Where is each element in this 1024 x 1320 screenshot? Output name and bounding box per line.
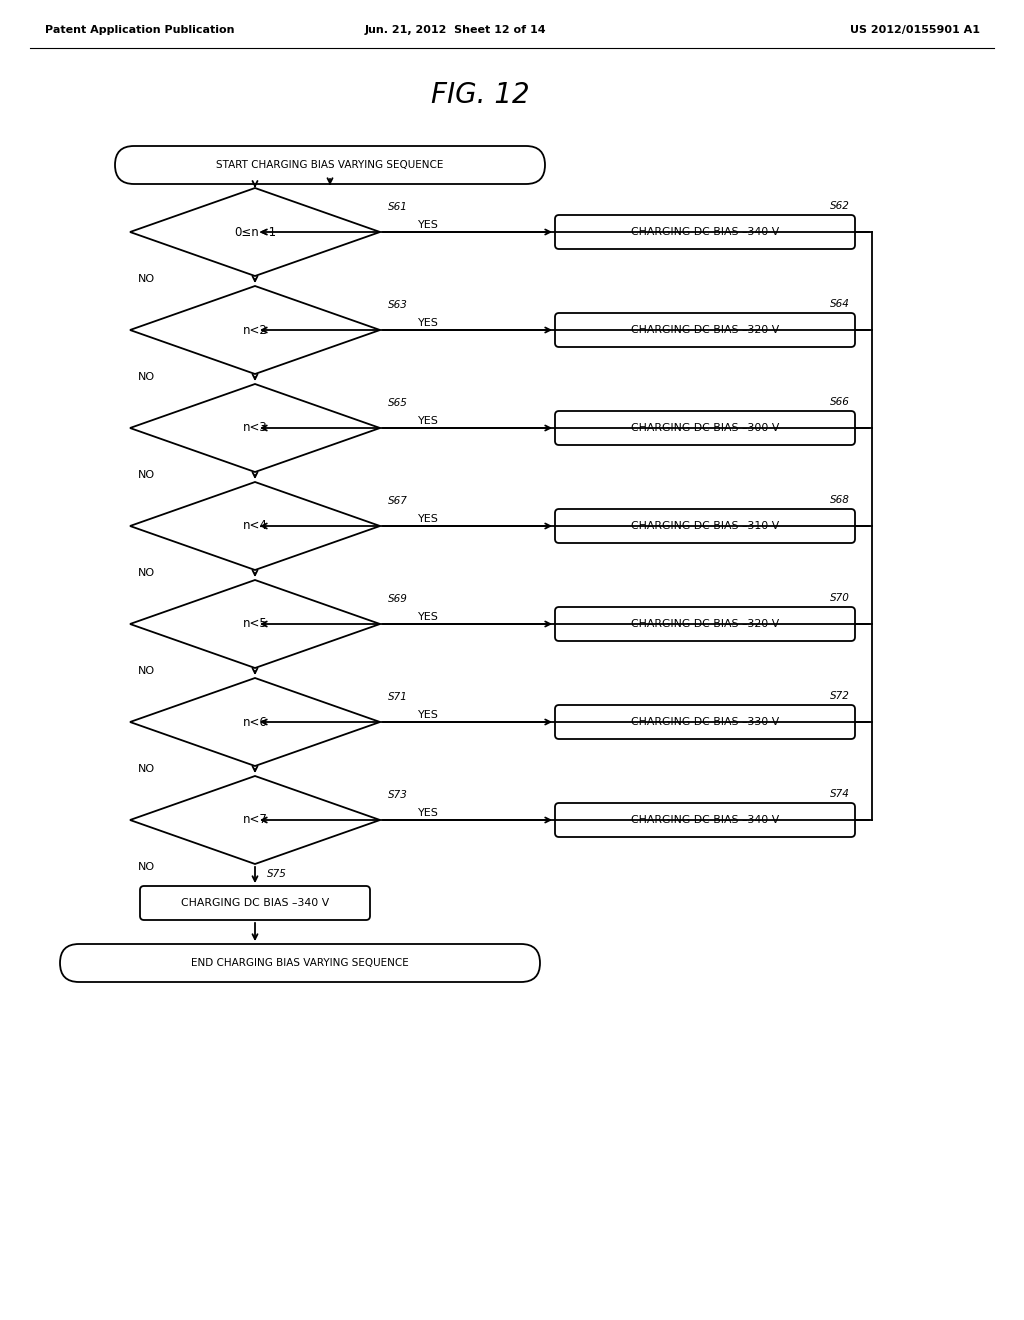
Text: YES: YES — [418, 513, 439, 524]
FancyBboxPatch shape — [555, 803, 855, 837]
Text: NO: NO — [138, 470, 155, 480]
Text: S62: S62 — [830, 201, 850, 211]
Text: CHARGING DC BIAS –300 V: CHARGING DC BIAS –300 V — [631, 422, 779, 433]
Text: n<3: n<3 — [243, 421, 267, 434]
Text: S66: S66 — [830, 397, 850, 407]
Text: NO: NO — [138, 667, 155, 676]
FancyBboxPatch shape — [555, 313, 855, 347]
Polygon shape — [130, 776, 380, 865]
Text: YES: YES — [418, 710, 439, 719]
Text: NO: NO — [138, 568, 155, 578]
Text: S74: S74 — [830, 789, 850, 799]
Polygon shape — [130, 286, 380, 374]
Text: Jun. 21, 2012  Sheet 12 of 14: Jun. 21, 2012 Sheet 12 of 14 — [365, 25, 546, 36]
Polygon shape — [130, 482, 380, 570]
Text: n<2: n<2 — [243, 323, 267, 337]
Text: S75: S75 — [267, 869, 287, 879]
Text: n<7: n<7 — [243, 813, 267, 826]
FancyBboxPatch shape — [60, 944, 540, 982]
Text: CHARGING DC BIAS –340 V: CHARGING DC BIAS –340 V — [631, 227, 779, 238]
Text: NO: NO — [138, 862, 155, 873]
Text: NO: NO — [138, 764, 155, 774]
Polygon shape — [130, 187, 380, 276]
Text: CHARGING DC BIAS –340 V: CHARGING DC BIAS –340 V — [631, 814, 779, 825]
Text: YES: YES — [418, 318, 439, 327]
Text: YES: YES — [418, 416, 439, 426]
Text: S72: S72 — [830, 690, 850, 701]
Text: 0≤n<1: 0≤n<1 — [233, 226, 276, 239]
Text: END CHARGING BIAS VARYING SEQUENCE: END CHARGING BIAS VARYING SEQUENCE — [191, 958, 409, 968]
Text: S64: S64 — [830, 300, 850, 309]
Text: YES: YES — [418, 220, 439, 230]
Text: n<5: n<5 — [243, 618, 267, 631]
Text: S63: S63 — [388, 300, 408, 310]
Text: CHARGING DC BIAS –340 V: CHARGING DC BIAS –340 V — [181, 898, 329, 908]
Polygon shape — [130, 579, 380, 668]
Text: YES: YES — [418, 808, 439, 818]
Text: S69: S69 — [388, 594, 408, 605]
Text: S68: S68 — [830, 495, 850, 506]
Text: START CHARGING BIAS VARYING SEQUENCE: START CHARGING BIAS VARYING SEQUENCE — [216, 160, 443, 170]
FancyBboxPatch shape — [555, 510, 855, 543]
Text: Patent Application Publication: Patent Application Publication — [45, 25, 234, 36]
Text: CHARGING DC BIAS –320 V: CHARGING DC BIAS –320 V — [631, 619, 779, 630]
Text: YES: YES — [418, 612, 439, 622]
Text: n<4: n<4 — [243, 520, 267, 532]
Text: S70: S70 — [830, 593, 850, 603]
Text: CHARGING DC BIAS –310 V: CHARGING DC BIAS –310 V — [631, 521, 779, 531]
FancyBboxPatch shape — [555, 705, 855, 739]
Text: CHARGING DC BIAS –320 V: CHARGING DC BIAS –320 V — [631, 325, 779, 335]
FancyBboxPatch shape — [555, 411, 855, 445]
Text: US 2012/0155901 A1: US 2012/0155901 A1 — [850, 25, 980, 36]
Text: FIG. 12: FIG. 12 — [431, 81, 529, 110]
Text: S61: S61 — [388, 202, 408, 213]
Text: S67: S67 — [388, 496, 408, 506]
FancyBboxPatch shape — [115, 147, 545, 183]
FancyBboxPatch shape — [555, 215, 855, 249]
Text: n<6: n<6 — [243, 715, 267, 729]
FancyBboxPatch shape — [555, 607, 855, 642]
Text: NO: NO — [138, 372, 155, 381]
Text: NO: NO — [138, 275, 155, 284]
Polygon shape — [130, 678, 380, 766]
Text: S73: S73 — [388, 789, 408, 800]
Text: S65: S65 — [388, 399, 408, 408]
Text: CHARGING DC BIAS –330 V: CHARGING DC BIAS –330 V — [631, 717, 779, 727]
FancyBboxPatch shape — [140, 886, 370, 920]
Polygon shape — [130, 384, 380, 473]
Text: S71: S71 — [388, 692, 408, 702]
